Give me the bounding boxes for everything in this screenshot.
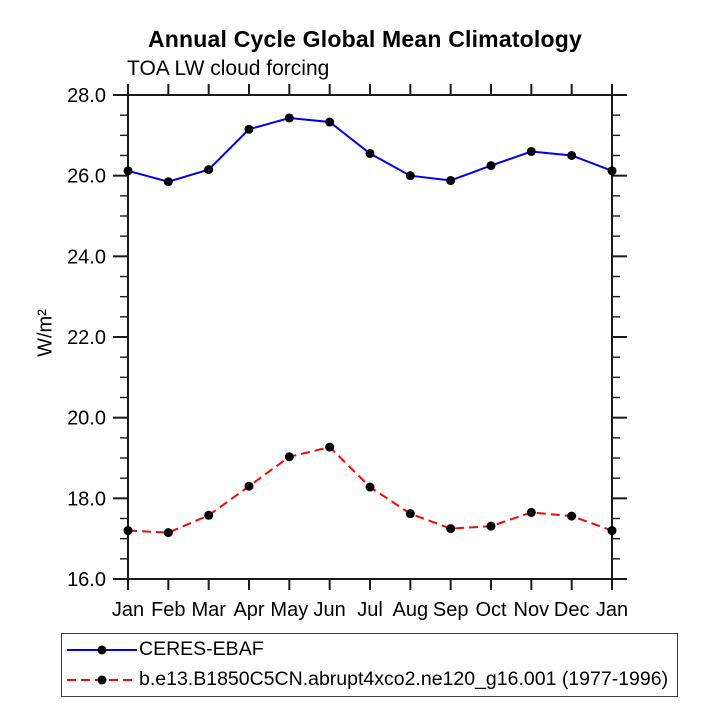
data-point-series-0 — [526, 146, 536, 156]
legend-label-0: CERES-EBAF — [139, 638, 264, 661]
data-point-series-0 — [405, 171, 415, 181]
data-point-series-0 — [607, 166, 617, 176]
y-tick-label: 16.0 — [67, 569, 106, 591]
data-point-series-1 — [244, 481, 254, 491]
data-point-series-1 — [567, 511, 577, 521]
x-tick-label: Mar — [191, 599, 226, 621]
data-point-series-1 — [123, 526, 133, 536]
data-point-series-1 — [405, 509, 415, 519]
x-tick-label: Feb — [151, 599, 185, 621]
data-point-series-1 — [284, 452, 294, 462]
x-tick-label: Dec — [554, 599, 590, 621]
chart-title: Annual Cycle Global Mean Climatology — [147, 26, 583, 52]
x-tick-label: May — [270, 599, 308, 621]
legend-box: CERES-EBAF b.e13.B1850C5CN.abrupt4xco2.ne… — [61, 633, 678, 697]
data-point-series-0 — [284, 113, 294, 123]
legend-entry-0: CERES-EBAF — [62, 636, 677, 664]
data-point-series-1 — [526, 507, 536, 517]
data-point-series-1 — [163, 528, 173, 538]
legend-marker-0 — [97, 645, 107, 655]
data-point-series-0 — [446, 176, 456, 186]
y-tick-label: 28.0 — [67, 85, 106, 107]
x-tick-label: Jan — [112, 599, 144, 621]
x-tick-label: Jan — [596, 599, 628, 621]
data-point-series-0 — [325, 117, 335, 127]
data-point-series-0 — [486, 161, 496, 171]
x-tick-label: Oct — [475, 599, 507, 621]
data-point-series-0 — [244, 124, 254, 134]
chart-subtitle: TOA LW cloud forcing — [127, 57, 330, 80]
legend-line-sample-1 — [67, 675, 137, 685]
data-point-series-1 — [204, 510, 214, 520]
legend-line-sample-0 — [67, 645, 137, 655]
data-point-series-0 — [123, 166, 133, 176]
data-point-series-0 — [163, 177, 173, 187]
x-tick-label: Jul — [357, 599, 383, 621]
data-point-series-0 — [567, 151, 577, 160]
y-tick-label: 20.0 — [67, 408, 106, 430]
x-tick-label: Sep — [433, 599, 469, 621]
x-tick-label: Apr — [233, 599, 264, 621]
x-tick-label: Aug — [393, 599, 429, 621]
data-point-series-1 — [607, 526, 617, 536]
data-point-series-1 — [365, 482, 375, 492]
x-tick-label: Nov — [514, 599, 550, 621]
y-tick-label: 26.0 — [67, 166, 106, 188]
y-tick-label: 22.0 — [67, 327, 106, 349]
y-tick-label: 24.0 — [67, 246, 106, 268]
legend-entry-1: b.e13.B1850C5CN.abrupt4xco2.ne120_g16.00… — [62, 666, 677, 694]
data-point-series-0 — [365, 148, 375, 158]
x-tick-label: Jun — [314, 599, 346, 621]
legend-label-1: b.e13.B1850C5CN.abrupt4xco2.ne120_g16.00… — [139, 668, 669, 691]
plot-frame — [127, 94, 613, 580]
data-point-series-1 — [486, 521, 496, 531]
data-point-series-1 — [446, 524, 456, 534]
data-point-series-1 — [325, 442, 335, 452]
legend-marker-1 — [97, 675, 107, 685]
y-tick-label: 18.0 — [67, 488, 106, 510]
data-point-series-0 — [204, 165, 214, 175]
